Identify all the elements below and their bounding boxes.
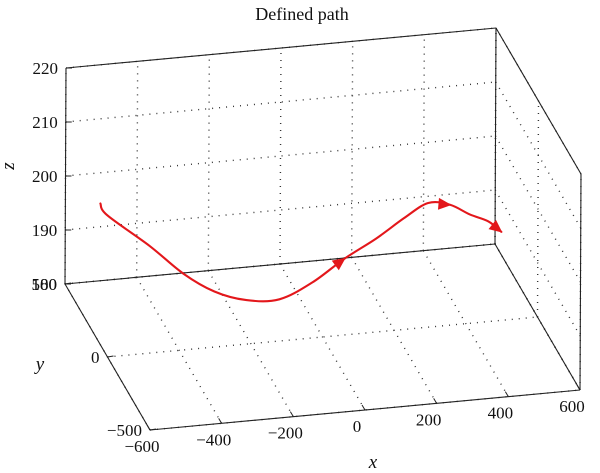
grid-line-back-z xyxy=(65,81,496,123)
x-tick-mark xyxy=(361,404,366,411)
x-tick-mark xyxy=(433,398,438,404)
axes-box xyxy=(64,27,582,431)
y-tick-label: −500 xyxy=(107,421,142,440)
z-tick-label: 180 xyxy=(32,275,58,294)
box-edge xyxy=(494,243,581,391)
grid-line-floor-x xyxy=(279,263,366,411)
y-axis-label: y xyxy=(34,354,45,375)
x-tick-mark xyxy=(218,418,223,424)
x-tick-label: 400 xyxy=(488,404,514,423)
x-tick-mark xyxy=(504,391,509,397)
x-tick-label: 0 xyxy=(353,417,362,436)
arrow-marker-end xyxy=(488,219,503,233)
grid-line-side-z xyxy=(495,81,582,229)
grid-line-back-z xyxy=(65,135,496,177)
z-tick-label: 190 xyxy=(32,221,58,240)
path-line xyxy=(99,200,503,303)
y-tick-mark xyxy=(149,428,157,431)
box-edge xyxy=(65,27,497,69)
x-tick-mark xyxy=(289,411,294,417)
x-tick-mark xyxy=(146,424,151,431)
grid-line-side-z xyxy=(494,189,581,337)
y-tick-label: 500 xyxy=(32,275,58,294)
grid-line-back-x xyxy=(207,54,211,271)
grid-line-side-z xyxy=(494,135,582,283)
x-tick-mark xyxy=(576,384,581,391)
grid-line-back-x xyxy=(279,47,282,265)
x-tick-label: −400 xyxy=(196,430,231,449)
z-tick-label: 210 xyxy=(32,113,58,132)
box-edge xyxy=(495,27,582,175)
x-tick-label: 600 xyxy=(559,397,585,416)
y-tick-label: 0 xyxy=(91,348,100,367)
box-edge xyxy=(579,173,582,391)
path-curve xyxy=(99,197,503,303)
grid-line-back-x xyxy=(422,34,426,251)
arrow-marker-mid xyxy=(331,257,346,271)
x-tick-label: −600 xyxy=(124,437,159,456)
grid-line-floor-x xyxy=(422,250,509,398)
z-tick-label: 220 xyxy=(33,59,59,78)
grid-line-back-z xyxy=(65,189,496,231)
grid-line-back-x xyxy=(135,61,139,278)
x-tick-label: 200 xyxy=(416,410,442,429)
z-tick-label: 200 xyxy=(32,167,58,186)
arrow-marker-near-end xyxy=(437,197,452,210)
z-axis-label: z xyxy=(0,162,19,171)
grid-lines xyxy=(64,27,582,431)
box-edge xyxy=(64,243,496,285)
grid-line-floor-x xyxy=(136,276,223,424)
chart-title: Defined path xyxy=(255,4,348,24)
x-axis-label: x xyxy=(368,452,378,473)
grid-line-floor-x xyxy=(207,270,294,418)
x-tick-label: −200 xyxy=(268,424,303,443)
y-tick-mark xyxy=(107,355,114,358)
box-edge xyxy=(494,27,497,245)
